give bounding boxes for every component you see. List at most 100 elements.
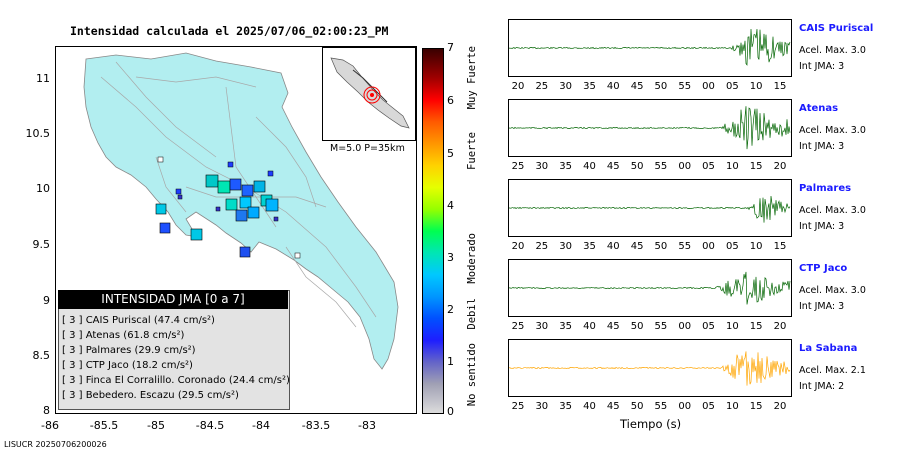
station-intensity: Int JMA: 3 — [799, 221, 845, 232]
lon-tick: -85 — [147, 419, 165, 432]
lon-tick: -84 — [252, 419, 270, 432]
lon-tick: -86 — [41, 419, 59, 432]
time-tick: 55 — [678, 81, 692, 92]
station-intensity: Int JMA: 3 — [799, 61, 845, 72]
time-tick: 10 — [749, 241, 763, 252]
time-tick: 40 — [606, 81, 620, 92]
waveform-panel — [508, 259, 792, 317]
time-tick: 15 — [773, 81, 787, 92]
colorbar-tick: 0 — [447, 405, 454, 418]
lon-tick: -83 — [358, 419, 376, 432]
time-tick: 15 — [749, 161, 763, 172]
time-tick: 15 — [773, 241, 787, 252]
station-intensity: Int JMA: 3 — [799, 141, 845, 152]
inset-canvas — [330, 57, 410, 129]
time-tick: 35 — [559, 161, 572, 172]
time-tick: 05 — [702, 161, 715, 172]
time-tick: 20 — [773, 321, 787, 332]
time-tick: 30 — [535, 401, 549, 412]
time-tick: 25 — [535, 241, 549, 252]
time-tick: 30 — [559, 81, 572, 92]
lat-tick: 8.5 — [32, 349, 51, 362]
station-name: Palmares — [799, 183, 852, 194]
time-tick: 00 — [678, 401, 692, 412]
epicenter-icon — [370, 93, 374, 97]
time-tick: 35 — [583, 241, 596, 252]
time-tick: 40 — [583, 401, 596, 412]
time-tick: 10 — [725, 401, 739, 412]
time-tick: 25 — [511, 161, 525, 172]
time-tick: 30 — [559, 241, 572, 252]
legend-item: [ 3 ] CAIS Puriscal (47.4 cm/s²) — [62, 315, 215, 326]
station-acel: Acel. Max. 3.0 — [799, 45, 866, 56]
time-tick: 50 — [654, 241, 668, 252]
legend-title: INTENSIDAD JMA [0 a 7] — [58, 290, 288, 309]
map-canvas — [83, 52, 399, 370]
time-tick: 40 — [583, 321, 596, 332]
time-tick: 10 — [725, 161, 739, 172]
time-tick: 25 — [511, 401, 525, 412]
legend-item: [ 3 ] Atenas (61.8 cm/s²) — [62, 330, 185, 341]
time-tick: 30 — [535, 321, 549, 332]
lat-tick: 10 — [36, 182, 50, 195]
lat-tick: 9.5 — [32, 238, 51, 251]
time-tick: 15 — [749, 401, 763, 412]
time-tick: 10 — [749, 81, 763, 92]
time-tick: 20 — [511, 81, 525, 92]
lon-tick: -83.5 — [301, 419, 331, 432]
time-tick: 50 — [630, 321, 644, 332]
lat-tick: 10.5 — [25, 127, 51, 140]
station-markers — [155, 156, 301, 259]
footer-id: LISUCR 20250706200026 — [4, 440, 107, 449]
waveform-trace — [508, 351, 791, 386]
time-tick: 40 — [606, 241, 620, 252]
time-tick: 20 — [511, 241, 525, 252]
inset-border — [352, 69, 388, 103]
map-title: Intensidad calculada el 2025/07/06_02:00… — [70, 24, 389, 38]
colorbar-tick: 1 — [447, 355, 454, 368]
waveform-trace — [509, 195, 791, 223]
legend-item: [ 3 ] CTP Jaco (18.2 cm/s²) — [62, 360, 193, 371]
colorbar-tick: 6 — [447, 94, 454, 107]
time-tick: 45 — [606, 401, 620, 412]
time-tick: 45 — [606, 161, 620, 172]
lon-tick: -84.5 — [195, 419, 225, 432]
station-name: La Sabana — [799, 343, 858, 354]
time-tick: 25 — [511, 321, 525, 332]
time-tick: 05 — [725, 81, 739, 92]
time-tick: 15 — [749, 321, 763, 332]
station-acel: Acel. Max. 2.1 — [799, 365, 866, 376]
inset-label: M=5.0 P=35km — [330, 143, 405, 154]
colorbar-label: Debil — [466, 298, 478, 330]
station-name: CTP Jaco — [799, 263, 848, 274]
time-tick: 45 — [630, 81, 644, 92]
station-name: CAIS Puriscal — [799, 23, 874, 34]
time-tick: 00 — [678, 321, 692, 332]
location-inset — [322, 47, 416, 141]
legend-item: [ 3 ] Bebedero. Escazu (29.5 cm/s²) — [62, 390, 239, 401]
colorbar-label: No sentido — [466, 343, 478, 407]
time-tick: 35 — [583, 81, 596, 92]
time-tick: 05 — [725, 241, 739, 252]
time-tick: 05 — [702, 321, 715, 332]
epicenter-ring-mid — [366, 89, 378, 101]
time-tick: 35 — [559, 321, 572, 332]
xaxis-label: Tiempo (s) — [620, 417, 682, 431]
station-intensity: Int JMA: 3 — [799, 301, 845, 312]
time-tick: 00 — [702, 81, 715, 92]
time-tick: 05 — [702, 401, 715, 412]
colorbar-label: Fuerte — [466, 132, 478, 170]
colorbar-label: Moderado — [466, 233, 478, 284]
time-tick: 45 — [606, 321, 620, 332]
epicenter-ring-outer — [363, 86, 381, 104]
station-acel: Acel. Max. 3.0 — [799, 125, 866, 136]
time-tick: 55 — [654, 401, 668, 412]
legend-item: [ 3 ] Finca El Corralillo. Coronado (24.… — [62, 375, 290, 386]
lat-tick: 11 — [36, 72, 50, 85]
waveform-panel — [508, 339, 792, 397]
time-tick: 55 — [654, 321, 668, 332]
colorbar-tick: 7 — [447, 41, 454, 54]
time-tick: 45 — [630, 241, 644, 252]
colorbar-tick: 5 — [447, 147, 454, 160]
station-acel: Acel. Max. 3.0 — [799, 205, 866, 216]
